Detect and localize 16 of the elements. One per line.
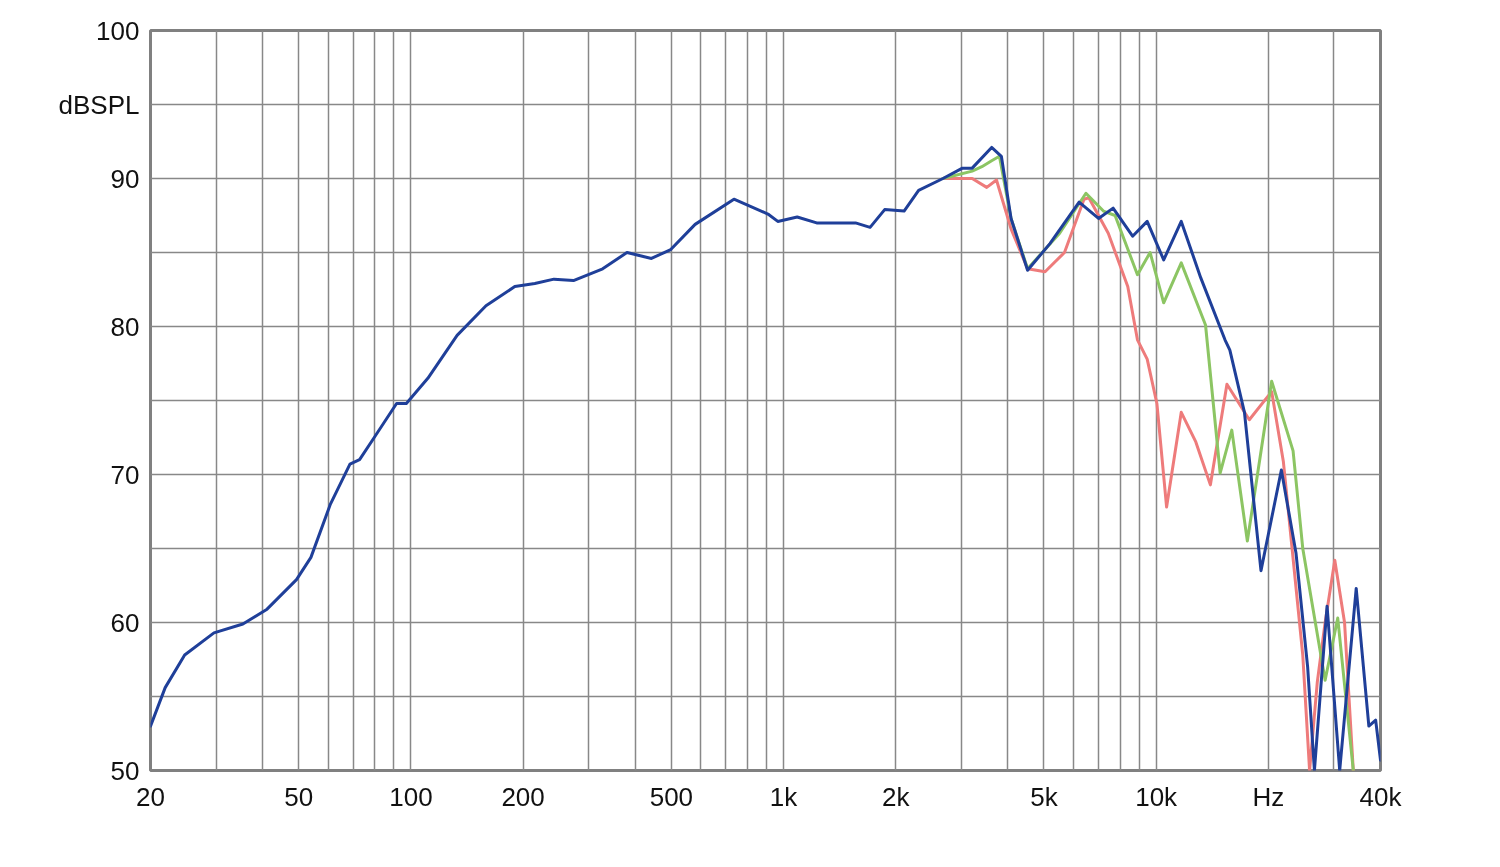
y-tick-label: 80 <box>110 311 140 342</box>
y-tick-label: 60 <box>110 607 140 638</box>
x-tick-label: 200 <box>501 781 545 812</box>
y-tick-label: 90 <box>110 163 140 194</box>
x-tick-label: 5k <box>1030 781 1059 812</box>
x-tick-label: 40k <box>1359 781 1403 812</box>
x-tick-label: 10k <box>1135 781 1179 812</box>
y-tick-label: 100 <box>96 15 140 46</box>
x-tick-label: 1k <box>769 781 799 812</box>
x-tick-label: 100 <box>389 781 433 812</box>
x-tick-label: 500 <box>649 781 694 812</box>
x-tick-label: 50 <box>284 781 314 812</box>
y-tick-label: 70 <box>110 459 140 490</box>
y-tick-label: dBSPL <box>58 89 140 120</box>
x-tick-label: 2k <box>881 781 911 812</box>
x-tick-label: Hz <box>1252 781 1285 812</box>
